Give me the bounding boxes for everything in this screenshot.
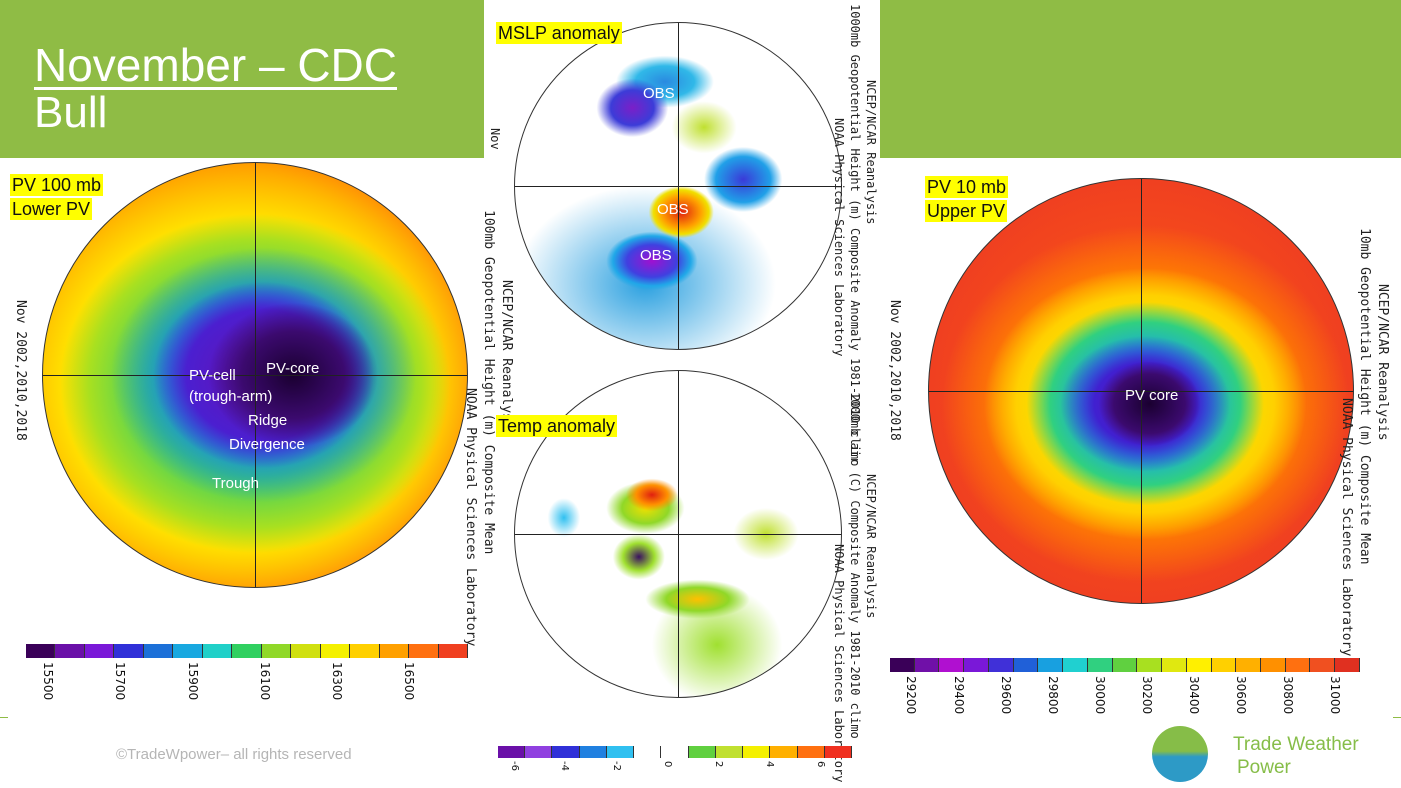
temp-tick-1: -4 <box>559 761 570 771</box>
annotation-trough: Trough <box>212 475 259 492</box>
annotation-pv-core-upper: PV core <box>1125 387 1179 404</box>
right-tick-1: 29400 <box>952 676 966 715</box>
meridian-horizontal <box>515 186 841 187</box>
temp-anomaly-map <box>514 370 842 698</box>
label-upper-pv: Upper PV <box>925 200 1008 222</box>
temp-tick-4: 2 <box>713 761 724 768</box>
right-date-text: Nov 2002,2010,2018 <box>887 300 902 441</box>
label-lower-pv: Lower PV <box>10 198 93 220</box>
left-tick-2: 15900 <box>186 662 200 701</box>
temp-tick-5: 4 <box>764 761 775 768</box>
left-tick-0: 15500 <box>41 662 55 701</box>
annotation-obs-1: OBS <box>643 85 675 102</box>
logo-text-line2: Power <box>1237 757 1291 778</box>
slide-title: November – CDC <box>34 39 397 91</box>
annotation-trough-arm: (trough-arm) <box>189 388 273 405</box>
left-side-title3: NOAA Physical Sciences Laboratory <box>463 388 478 647</box>
temp-side-title1: NCEP/NCAR Reanalysis <box>864 474 878 619</box>
temp-tick-0: -6 <box>509 761 520 771</box>
logo-text-line1: Trade Weather <box>1233 734 1359 755</box>
label-mslp-anomaly: MSLP anomaly <box>496 22 622 44</box>
slide-subtitle: Bull <box>34 88 108 137</box>
right-tick-0: 29200 <box>904 676 918 715</box>
label-temp-anomaly: Temp anomaly <box>496 415 618 437</box>
meridian-horizontal <box>515 534 841 535</box>
right-side-title2: 10mb Geopotential Height (m) Composite M… <box>1357 228 1372 565</box>
annotation-ridge: Ridge <box>248 412 288 429</box>
left-tick-1: 15700 <box>113 662 127 701</box>
annotation-obs-2: OBS <box>657 201 689 218</box>
annotation-divergence: Divergence <box>229 436 305 453</box>
left-side-title1: NCEP/NCAR Reanalysis <box>499 280 514 437</box>
label-pv-10mb: PV 10 mb <box>925 176 1009 198</box>
left-tick-5: 16500 <box>402 662 416 701</box>
right-tick-9: 31000 <box>1328 676 1342 715</box>
left-tick-3: 16100 <box>258 662 272 701</box>
footer-line-left <box>0 717 8 718</box>
temp-side-title2: 1000mb air (C) Composite Anomaly 1981-20… <box>848 392 862 739</box>
right-colorbar <box>890 658 1360 672</box>
temp-tick-6: 6 <box>815 761 826 768</box>
pv-100mb-map: PV-cell (trough-arm) PV-core Ridge Diver… <box>42 162 468 588</box>
meridian-horizontal <box>43 375 467 376</box>
trade-weather-power-logo-icon <box>1152 726 1208 782</box>
mslp-anomaly-map: OBS OBS OBS <box>514 22 842 350</box>
right-tick-7: 30600 <box>1234 676 1248 715</box>
label-pv-100mb: PV 100 mb <box>10 174 104 196</box>
right-tick-4: 30000 <box>1093 676 1107 715</box>
right-tick-8: 30800 <box>1281 676 1295 715</box>
right-tick-2: 29600 <box>999 676 1013 715</box>
footer-line-right <box>1393 717 1401 718</box>
temp-tick-2: -2 <box>611 761 622 771</box>
meridian-horizontal <box>929 391 1353 392</box>
left-side-title2: 100mb Geopotential Height (m) Composite … <box>481 210 496 555</box>
left-colorbar <box>26 644 469 658</box>
copyright-text: ©TradeWpower– all rights reserved <box>116 746 352 763</box>
annotation-pv-cell: PV-cell <box>189 367 236 384</box>
title-banner: November – CDC Bull <box>0 0 484 158</box>
right-tick-3: 29800 <box>1046 676 1060 715</box>
pv-10mb-map: PV core <box>928 178 1354 604</box>
left-date-text: Nov 2002,2010,2018 <box>13 300 28 441</box>
left-tick-4: 16300 <box>330 662 344 701</box>
right-side-title3: NOAA Physical Sciences Laboratory <box>1339 398 1354 657</box>
temp-colorbar <box>498 746 853 758</box>
annotation-obs-3: OBS <box>640 247 672 264</box>
mslp-side-title3: NOAA Physical Sciences Laboratory <box>832 118 846 357</box>
right-tick-6: 30400 <box>1187 676 1201 715</box>
annotation-pv-core: PV-core <box>266 360 320 377</box>
right-side-title1: NCEP/NCAR Reanalysis <box>1375 284 1390 441</box>
left-map-panel: PV-cell (trough-arm) PV-core Ridge Diver… <box>8 160 514 720</box>
right-tick-5: 30200 <box>1140 676 1154 715</box>
temp-tick-3: 0 <box>662 761 673 768</box>
mslp-date-text: Nov <box>488 128 502 150</box>
mslp-side-title1: NCEP/NCAR Reanalysis <box>864 80 878 225</box>
right-banner <box>880 0 1401 158</box>
